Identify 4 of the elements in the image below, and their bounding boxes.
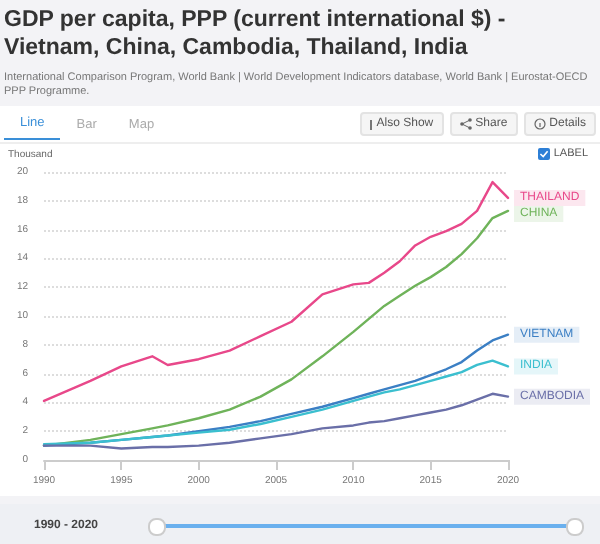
line-series <box>42 392 510 450</box>
line-series <box>42 180 510 403</box>
line-series <box>42 359 510 446</box>
chart-title: GDP per capita, PPP (current international $) - Vietnam, China, Cambodia, Thailand, India <box>4 6 508 62</box>
